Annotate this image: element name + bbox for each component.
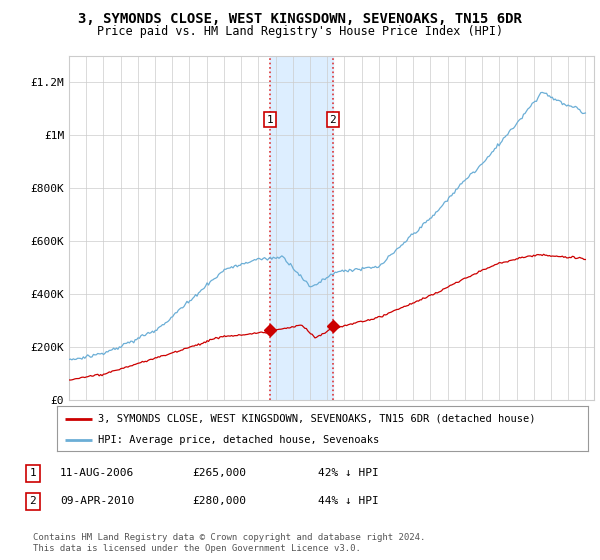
Text: £280,000: £280,000	[192, 496, 246, 506]
Text: 1: 1	[29, 468, 37, 478]
Text: 3, SYMONDS CLOSE, WEST KINGSDOWN, SEVENOAKS, TN15 6DR (detached house): 3, SYMONDS CLOSE, WEST KINGSDOWN, SEVENO…	[98, 413, 536, 423]
Text: 42% ↓ HPI: 42% ↓ HPI	[318, 468, 379, 478]
Text: 3, SYMONDS CLOSE, WEST KINGSDOWN, SEVENOAKS, TN15 6DR: 3, SYMONDS CLOSE, WEST KINGSDOWN, SEVENO…	[78, 12, 522, 26]
Text: 1: 1	[266, 115, 273, 124]
Text: 2: 2	[29, 496, 37, 506]
Bar	[270, 56, 333, 400]
Text: Contains HM Land Registry data © Crown copyright and database right 2024.
This d: Contains HM Land Registry data © Crown c…	[33, 533, 425, 553]
Text: 09-APR-2010: 09-APR-2010	[60, 496, 134, 506]
Text: HPI: Average price, detached house, Sevenoaks: HPI: Average price, detached house, Seve…	[98, 435, 380, 445]
Text: Price paid vs. HM Land Registry's House Price Index (HPI): Price paid vs. HM Land Registry's House …	[97, 25, 503, 38]
Text: 2: 2	[329, 115, 337, 124]
Text: 11-AUG-2006: 11-AUG-2006	[60, 468, 134, 478]
Text: £265,000: £265,000	[192, 468, 246, 478]
Text: 44% ↓ HPI: 44% ↓ HPI	[318, 496, 379, 506]
